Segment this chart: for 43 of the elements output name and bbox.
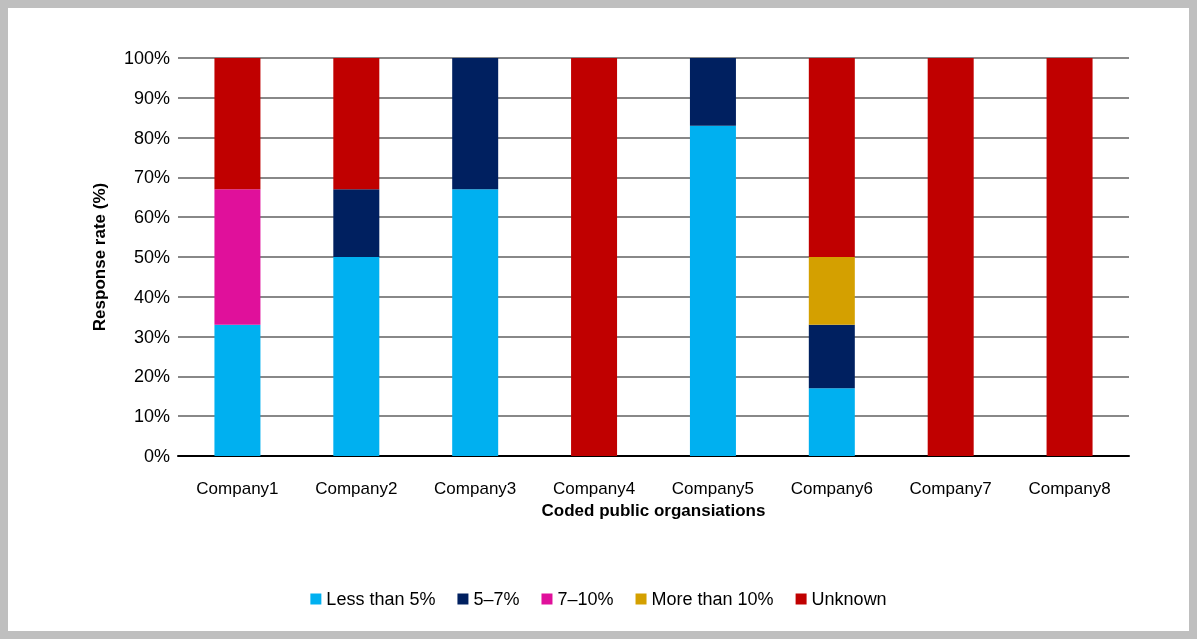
bar bbox=[214, 58, 261, 190]
x-tick-label: Company5 bbox=[671, 479, 755, 498]
bar bbox=[808, 257, 855, 325]
y-tick-label: 80% bbox=[133, 127, 170, 148]
y-tick-label: 10% bbox=[133, 406, 170, 427]
x-tick-label: Company6 bbox=[790, 479, 873, 498]
bar bbox=[808, 388, 855, 456]
x-tick-label: Company3 bbox=[434, 479, 517, 498]
bar bbox=[452, 189, 499, 456]
bar bbox=[689, 58, 736, 126]
y-tick-label: 60% bbox=[133, 207, 170, 228]
bar bbox=[214, 324, 261, 456]
legend-label: 5–7% bbox=[473, 589, 520, 609]
bar bbox=[333, 257, 380, 456]
y-tick-label: 20% bbox=[133, 366, 170, 387]
bar bbox=[333, 58, 380, 190]
y-tick-label: 70% bbox=[133, 167, 170, 188]
x-tick-label: Company4 bbox=[552, 479, 636, 498]
bar bbox=[808, 58, 855, 257]
bar bbox=[333, 189, 380, 257]
y-tick-label: 40% bbox=[133, 286, 170, 307]
legend-label: 7–10% bbox=[557, 589, 614, 609]
legend-label: More than 10% bbox=[651, 589, 774, 609]
y-axis-title: Response rate (%) bbox=[90, 182, 109, 332]
x-tick-label: Company2 bbox=[315, 479, 398, 498]
bar bbox=[1046, 58, 1093, 456]
bar bbox=[214, 189, 261, 325]
x-tick-label: Company8 bbox=[1028, 479, 1111, 498]
legend-label: Less than 5% bbox=[326, 589, 436, 609]
bar bbox=[571, 58, 618, 456]
x-axis-title: Coded public organsiations bbox=[541, 500, 766, 520]
x-tick-label: Company7 bbox=[909, 479, 992, 498]
legend-label: Unknown bbox=[811, 589, 887, 609]
y-tick-label: 0% bbox=[143, 446, 170, 466]
bar bbox=[927, 58, 974, 456]
y-tick-label: 30% bbox=[133, 326, 170, 347]
y-tick-label: 90% bbox=[133, 87, 170, 108]
x-tick-label: Company1 bbox=[196, 479, 279, 498]
bar bbox=[689, 125, 736, 456]
bar bbox=[452, 58, 499, 190]
bar bbox=[808, 324, 855, 389]
y-tick-label: 100% bbox=[123, 48, 170, 68]
y-tick-label: 50% bbox=[133, 247, 170, 267]
